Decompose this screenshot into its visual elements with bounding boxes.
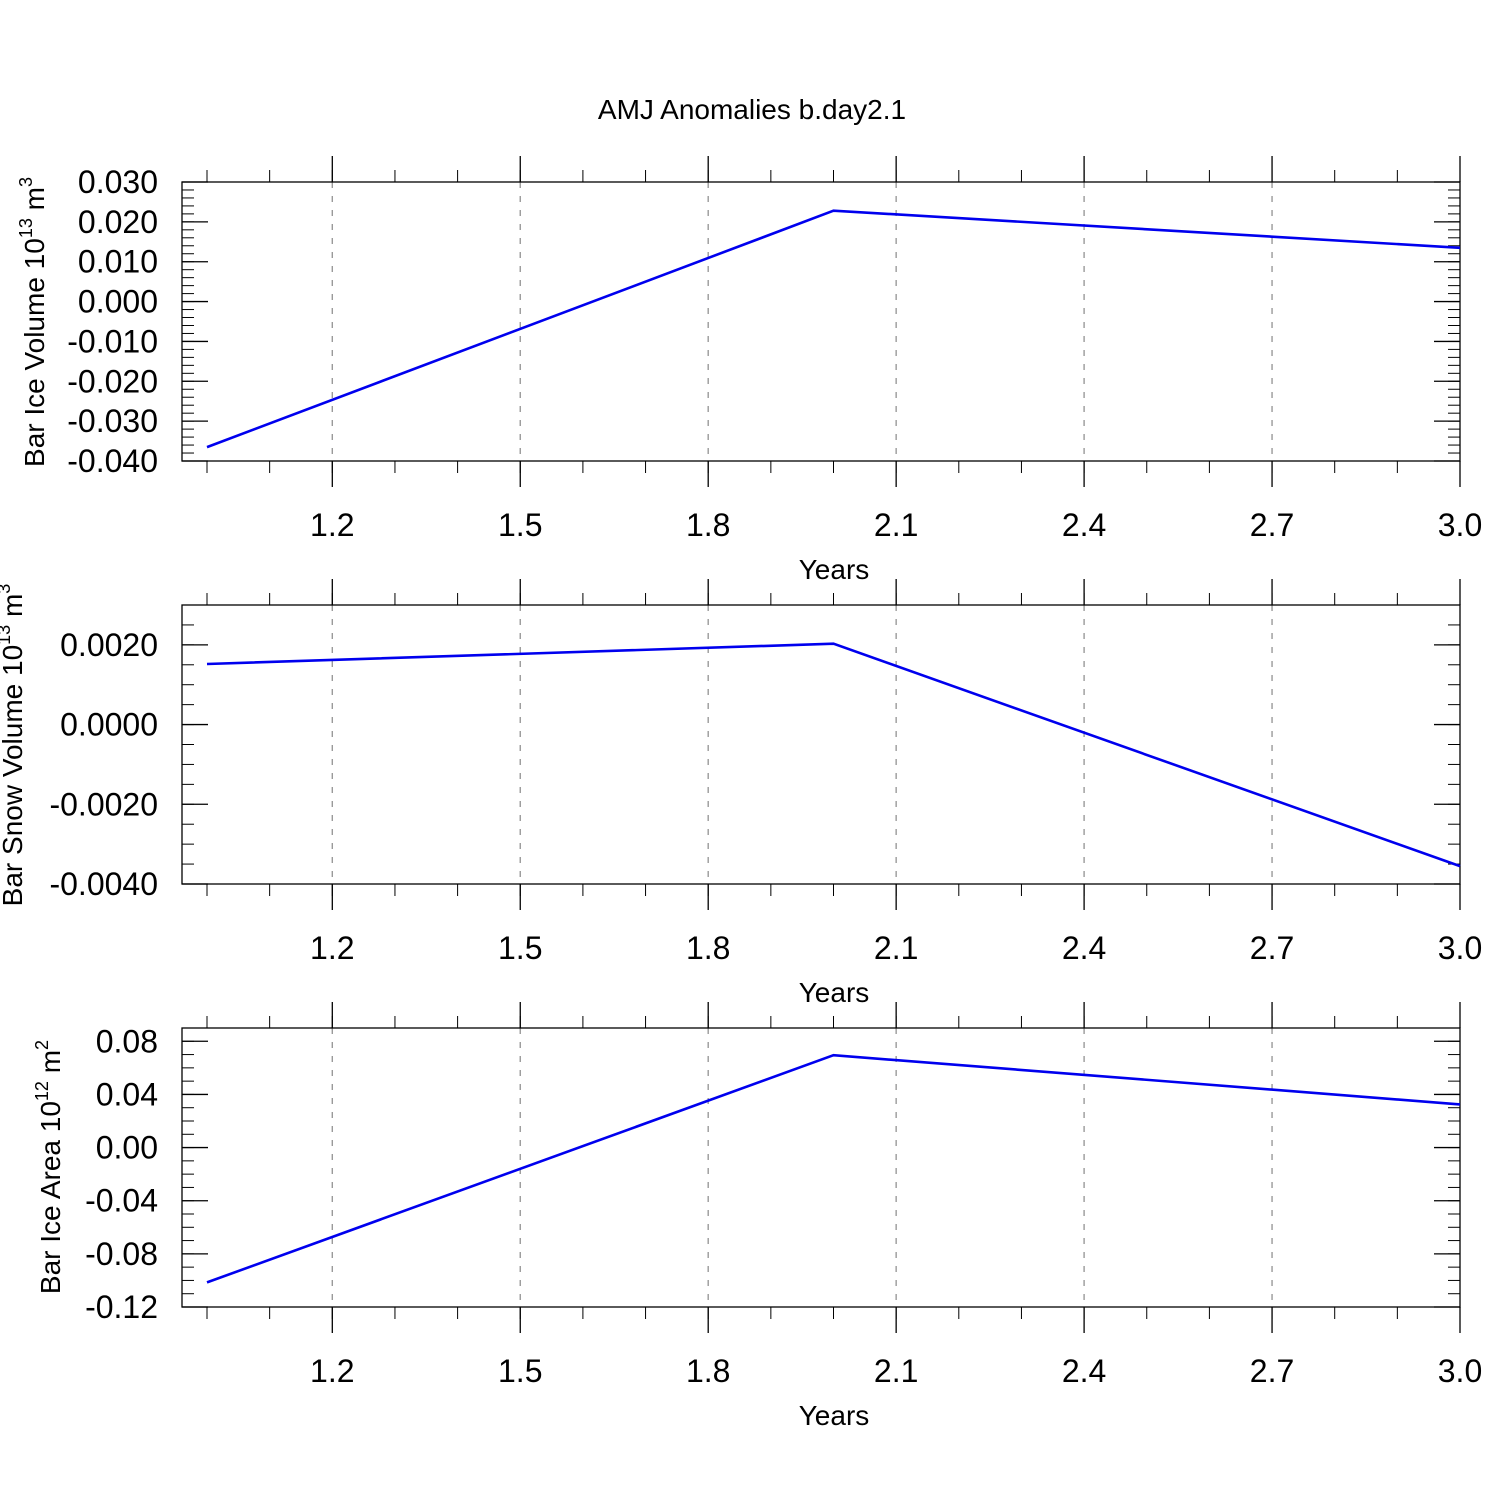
y-tick-label: -0.040 <box>67 443 158 479</box>
x-tick-label: 2.4 <box>1062 1353 1106 1389</box>
y-tick-label: 0.030 <box>78 164 158 200</box>
x-tick-label: 1.8 <box>686 930 730 966</box>
x-tick-label: 1.2 <box>310 1353 354 1389</box>
x-tick-label: 3.0 <box>1438 507 1482 543</box>
y-tick-label: -0.04 <box>85 1183 158 1219</box>
y-tick-label: 0.020 <box>78 204 158 240</box>
y-tick-label: 0.010 <box>78 244 158 280</box>
y-tick-label: 0.04 <box>96 1076 158 1112</box>
y-tick-label: -0.0040 <box>49 866 158 902</box>
x-axis-label: Years <box>799 1400 870 1431</box>
y-tick-label: -0.12 <box>85 1289 158 1325</box>
series-line <box>206 642 1461 868</box>
x-tick-label: 2.7 <box>1250 507 1294 543</box>
y-axis-label: Bar Snow Volume 1013 m3 <box>0 584 28 907</box>
x-tick-label: 2.4 <box>1062 507 1106 543</box>
x-tick-label: 1.8 <box>686 507 730 543</box>
x-tick-label: 1.2 <box>310 930 354 966</box>
x-tick-label: 2.7 <box>1250 1353 1294 1389</box>
x-tick-label: 2.1 <box>874 507 918 543</box>
x-tick-label: 1.2 <box>310 507 354 543</box>
y-tick-label: 0.08 <box>96 1023 158 1059</box>
x-tick-label: 1.8 <box>686 1353 730 1389</box>
x-tick-label: 3.0 <box>1438 930 1482 966</box>
panel-snow-volume: 1.2 1.5 1.8 2.1 2.4 2.7 3.0 0.0020 0.0000 -0.0020… <box>0 579 1482 1008</box>
y-tick-label: 0.000 <box>78 284 158 320</box>
y-axis-label: Bar Ice Area 1012 m2 <box>32 1040 66 1294</box>
y-tick-label: -0.0020 <box>49 786 158 822</box>
y-axis-label: Bar Ice Volume 1013 m3 <box>16 177 50 467</box>
y-tick-label: -0.020 <box>67 363 158 399</box>
y-tick-label: -0.08 <box>85 1236 158 1272</box>
plot-frame <box>181 604 1461 885</box>
panel-ice-area: 1.2 1.5 1.8 2.1 2.4 2.7 3.0 0.08 0.04 0.00 -0.04 -0… <box>32 1002 1482 1431</box>
y-tick-label: -0.030 <box>67 403 158 439</box>
x-tick-label: 2.1 <box>874 930 918 966</box>
x-axis-label: Years <box>799 554 870 585</box>
x-tick-label: 2.1 <box>874 1353 918 1389</box>
x-tick-label: 3.0 <box>1438 1353 1482 1389</box>
x-tick-label: 2.4 <box>1062 930 1106 966</box>
x-tick-label: 2.7 <box>1250 930 1294 966</box>
series-line <box>206 209 1461 449</box>
y-tick-label: 0.0000 <box>60 707 158 743</box>
plot-frame <box>181 1027 1461 1308</box>
chart-title: AMJ Anomalies b.day2.1 <box>598 94 906 125</box>
x-tick-label: 1.5 <box>498 507 542 543</box>
y-tick-label: -0.010 <box>67 323 158 359</box>
x-tick-label: 1.5 <box>498 1353 542 1389</box>
panel-ice-volume: 1.2 1.5 1.8 2.1 2.4 2.7 3.0 0.030 0.020 0.010 0.00… <box>16 156 1482 585</box>
x-tick-label: 1.5 <box>498 930 542 966</box>
x-axis-label: Years <box>799 977 870 1008</box>
y-tick-label: 0.0020 <box>60 627 158 663</box>
y-tick-label: 0.00 <box>96 1130 158 1166</box>
plot-frame <box>181 181 1461 462</box>
series-line <box>206 1053 1461 1284</box>
